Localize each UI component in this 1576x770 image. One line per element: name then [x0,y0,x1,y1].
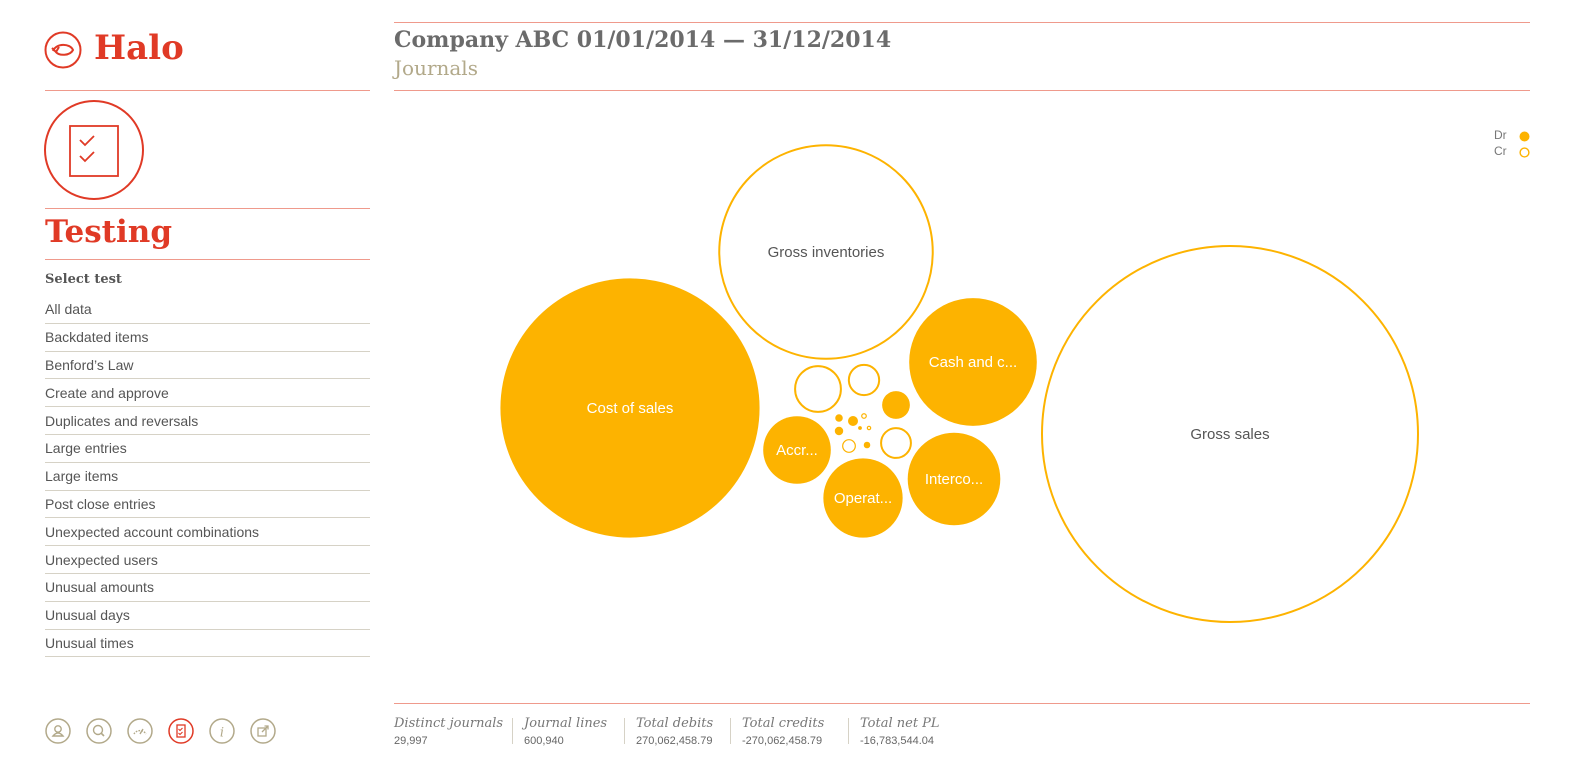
bubble-label: Operat... [834,490,892,507]
testing-section-icon [44,100,144,200]
bubble-interco[interactable] [907,432,1001,526]
stat-total-net-pl: Total net PL -16,783,544.04 [860,716,940,747]
stat-label: Total net PL [860,716,940,731]
bubble-unlabeled-14[interactable] [834,426,844,436]
stat-value: -270,062,458.79 [742,735,823,747]
test-item-duplicates-and-reversals[interactable]: Duplicates and reversals [45,407,370,435]
bubble-unlabeled-13[interactable] [835,414,843,422]
bubble-label: Cost of sales [587,400,674,417]
bubble-unlabeled-9[interactable] [882,391,910,419]
search-icon [86,718,112,744]
header-top-rule [394,22,1530,23]
svg-text:i: i [220,726,224,741]
user-icon [45,718,71,744]
bubble-cost-of-sales[interactable] [500,278,760,538]
bubble-label: Gross sales [1190,426,1269,443]
stat-distinct-journals: Distinct journals 29,997 [394,716,503,747]
bubble-unlabeled-8[interactable] [847,363,881,397]
bubble-unlabeled-17[interactable] [866,425,872,431]
stat-value: 600,940 [524,735,564,747]
export-icon [250,718,276,744]
speedometer-icon [127,718,153,744]
test-item-all-data[interactable]: All data [45,296,370,324]
bubble-unlabeled-10[interactable] [880,427,912,459]
stat-total-debits: Total debits 270,062,458.79 [636,716,713,747]
test-item-unusual-times[interactable]: Unusual times [45,630,370,658]
bubble-label: Cash and c... [929,354,1017,371]
speedometer-button[interactable] [127,718,153,744]
test-list: All data Backdated items Benford’s Law Crea… [45,296,370,658]
test-item-large-items[interactable]: Large items [45,463,370,491]
bubble-unlabeled-16[interactable] [863,441,871,449]
stat-total-credits: Total credits -270,062,458.79 [742,716,824,747]
bubble-cash-and-c[interactable] [909,298,1037,426]
page-subtitle: Journals [394,56,478,80]
test-item-unexpected-account-combinations[interactable]: Unexpected account combinations [45,518,370,547]
user-button[interactable] [45,718,71,744]
select-test-label: Select test [45,272,122,287]
test-item-unexpected-users[interactable]: Unexpected users [45,546,370,574]
section-title: Testing [45,214,172,250]
test-item-unusual-amounts[interactable]: Unusual amounts [45,574,370,602]
stat-label: Total credits [742,716,825,731]
stat-label: Total debits [636,716,714,731]
legend-swatch-dr [1519,131,1530,142]
search-button[interactable] [86,718,112,744]
bubble-operat[interactable] [823,458,903,538]
bubble-unlabeled-7[interactable] [794,365,842,413]
info-button[interactable]: i [209,718,235,744]
chart-legend: Dr Cr [1490,128,1535,162]
stat-label: Journal lines [524,716,608,731]
legend-label-cr: Cr [1494,144,1507,158]
bubble-gross-inventories[interactable] [718,144,934,360]
bubble-chart: Gross sales Cost of sales Gross inventorie… [500,144,1419,623]
export-button[interactable] [250,718,276,744]
bubble-label: Accr... [776,442,818,459]
bubble-label: Interco... [925,471,983,488]
legend-swatch-cr [1519,147,1530,158]
stat-journal-lines: Journal lines 600,940 [524,716,607,747]
bubble-unlabeled-15[interactable] [861,413,867,419]
stat-label: Distinct journals [394,716,504,731]
bubble-label: Gross inventories [768,244,885,261]
checklist-button[interactable] [168,718,194,744]
test-item-post-close-entries[interactable]: Post close entries [45,491,370,519]
test-item-backdated-items[interactable]: Backdated items [45,324,370,352]
stat-separator [730,718,731,744]
sidebar-divider [45,259,370,260]
info-icon: i [209,718,235,744]
stat-separator [848,718,849,744]
legend-item-dr: Dr [1490,128,1535,144]
test-item-large-entries[interactable]: Large entries [45,435,370,463]
app-name: Halo [94,28,184,68]
bubble-unlabeled-11[interactable] [842,439,856,453]
sidebar-divider [45,90,370,91]
checklist-icon [168,718,194,744]
page-title: Company ABC 01/01/2014 — 31/12/2014 [394,27,892,53]
stat-value: -16,783,544.04 [860,735,935,747]
stat-value: 270,062,458.79 [636,735,713,747]
bubble-unlabeled-18[interactable] [858,426,862,430]
bubble-unlabeled-12[interactable] [847,415,859,427]
stat-value: 29,997 [394,735,428,747]
test-item-benford-s-law[interactable]: Benford’s Law [45,352,370,380]
footer-rule [394,703,1530,704]
halo-logo[interactable]: Halo [44,28,194,70]
stat-separator [624,718,625,744]
legend-label-dr: Dr [1494,128,1507,142]
header-bottom-rule [394,90,1530,91]
bubble-accr[interactable] [763,416,831,484]
legend-item-cr: Cr [1490,144,1535,160]
test-item-create-and-approve[interactable]: Create and approve [45,379,370,408]
halo-logo-icon [44,31,82,69]
sidebar-divider [45,208,370,209]
stat-separator [512,718,513,744]
bubble-gross-sales[interactable] [1041,245,1419,623]
test-item-unusual-days[interactable]: Unusual days [45,602,370,630]
